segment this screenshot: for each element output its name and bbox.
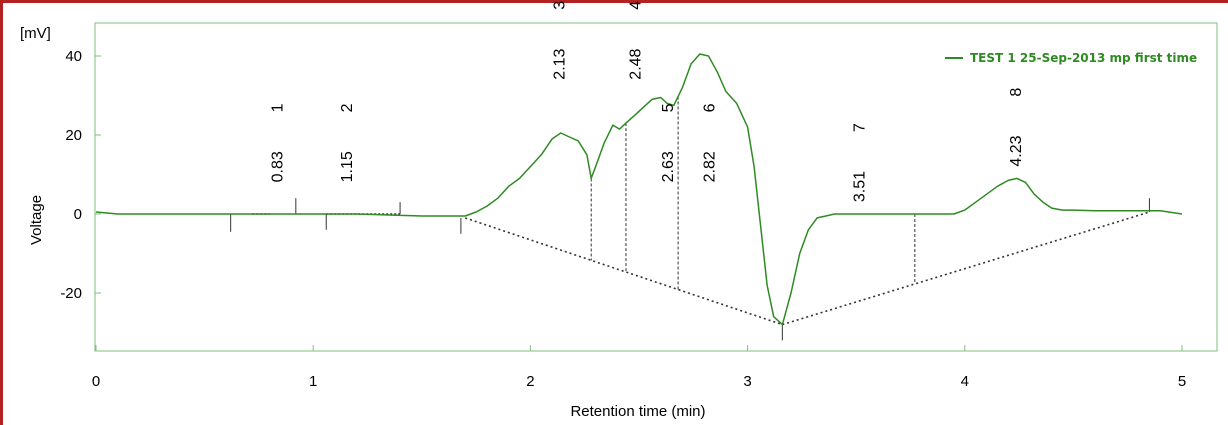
- peak-labels: 0.83 1 1.15 2 2.13 3 2.48 4 2.63 5 2.82 6 3.51 7 4.23 8: [269, 1, 1024, 202]
- peak-number: 5: [660, 103, 677, 112]
- y-tick-label: 0: [74, 206, 82, 223]
- y-tick-label: -20: [60, 285, 82, 302]
- peak-label: 2.63 5: [660, 103, 677, 182]
- x-axis-title: Retention time (min): [570, 403, 705, 420]
- x-tick-label: 0: [92, 373, 100, 390]
- y-tick-label: 20: [65, 127, 82, 144]
- legend-label: TEST 1 25-Sep-2013 mp first time: [970, 51, 1197, 65]
- peak-retention-time: 0.83: [269, 151, 286, 182]
- peak-retention-time: 4.23: [1008, 135, 1025, 166]
- x-tick-label: 3: [743, 373, 751, 390]
- peak-number: 1: [269, 103, 286, 112]
- peak-number: 8: [1008, 88, 1025, 97]
- peak-retention-time: 2.48: [628, 48, 645, 79]
- peak-retention-time: 1.15: [339, 151, 356, 182]
- peak-label: 0.83 1: [269, 103, 286, 182]
- plot-area-border: [94, 22, 1218, 352]
- peak-number: 4: [628, 1, 645, 10]
- integration-baselines: [230, 96, 1150, 341]
- peak-retention-time: 2.82: [702, 151, 719, 182]
- dotted-baseline-segment: [464, 217, 783, 326]
- peak-number: 6: [702, 103, 719, 112]
- y-unit-label: [mV]: [20, 25, 51, 42]
- peak-retention-time: 3.51: [851, 171, 868, 202]
- trace-layer: [95, 53, 1183, 326]
- peak-label: 3.51 7: [851, 123, 868, 202]
- x-tick-label: 4: [961, 373, 969, 390]
- x-tick-label: 1: [309, 373, 317, 390]
- series-line: [95, 53, 1183, 326]
- peak-number: 2: [339, 103, 356, 112]
- y-tick-label: 40: [65, 48, 82, 65]
- peak-retention-time: 2.13: [552, 48, 569, 79]
- peak-number: 3: [552, 1, 569, 10]
- peak-label: 2.82 6: [702, 103, 719, 182]
- x-tick-label: 5: [1178, 373, 1186, 390]
- peak-label: 2.13 3: [552, 1, 569, 80]
- x-tick-label: 2: [526, 373, 534, 390]
- peak-label: 1.15 2: [339, 103, 356, 182]
- peak-number: 7: [851, 123, 868, 132]
- dotted-baseline-segment: [782, 211, 1150, 326]
- peak-label: 4.23 8: [1008, 88, 1025, 167]
- peak-label: 2.48 4: [628, 1, 645, 80]
- axis-ticks: 0 1 2 3 4 5 40 20 0 -20: [60, 48, 1186, 390]
- y-axis-title: Voltage: [28, 195, 45, 245]
- peak-retention-time: 2.63: [660, 151, 677, 182]
- legend: TEST 1 25-Sep-2013 mp first time: [945, 51, 1197, 65]
